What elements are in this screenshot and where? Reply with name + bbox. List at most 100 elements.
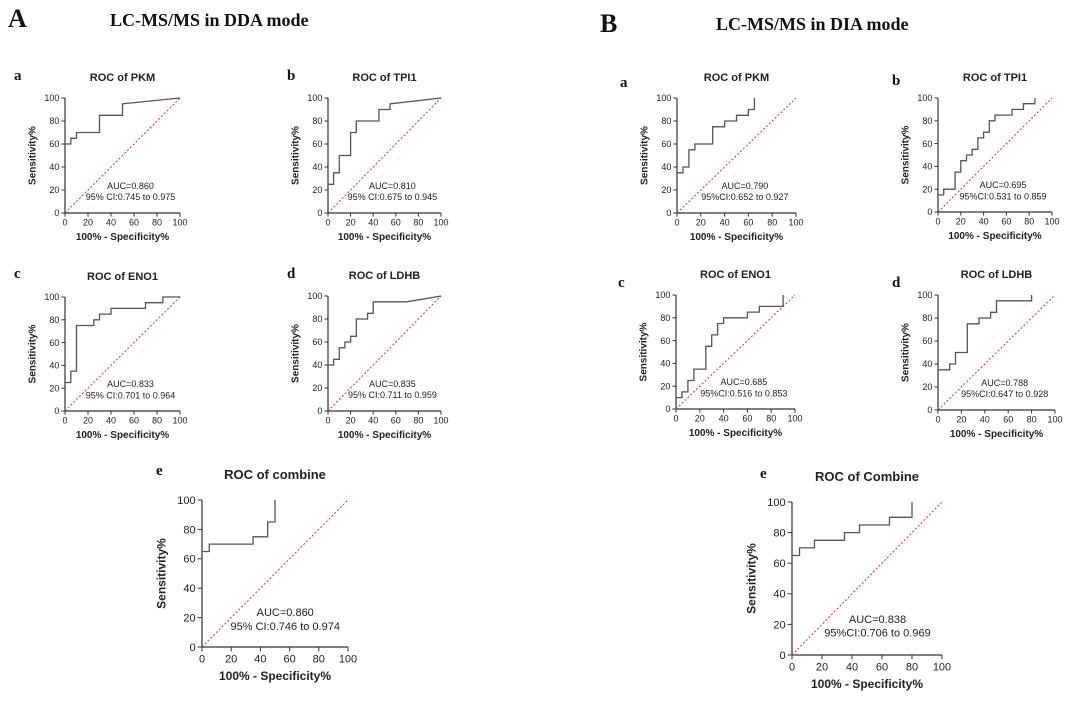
chart-0-roc-curve: [64, 97, 181, 213]
chart-9-y-tick-label: 0: [779, 650, 785, 662]
chart-0-y-axis-label: Sensitivity%: [27, 126, 38, 185]
chart-3-x-tick-label: 80: [413, 416, 423, 426]
chart-5-y-tick-label: 20: [661, 185, 671, 195]
subpanel-B-c-letter: c: [618, 275, 625, 291]
chart-8-auc-label: AUC=0.788: [981, 378, 1028, 388]
chart-3-ci-label: 95% CI:0.711 to 0.959: [348, 390, 437, 400]
chart-1-roc-curve: [327, 97, 442, 213]
chart-0-x-tick-label: 0: [62, 218, 67, 228]
chart-8-x-tick-label: 80: [1027, 415, 1037, 425]
subpanel-A-c-letter: c: [14, 266, 21, 282]
chart-7-x-axis-label: 100% - Specificity%: [689, 428, 782, 439]
subpanel-A-a-letter: a: [14, 68, 22, 84]
chart-4-x-tick-label: 40: [254, 653, 266, 665]
chart-9-roc-curve: [791, 502, 913, 655]
chart-5-x-axis-label: 100% - Specificity%: [690, 232, 783, 243]
panel-A-letter: A: [8, 4, 27, 33]
chart-7-y-tick-label: 0: [665, 404, 670, 414]
chart-5-y-tick-label: 0: [666, 208, 671, 218]
chart-1-x-tick-label: 60: [391, 218, 401, 228]
chart-4-x-tick-label: 0: [199, 653, 205, 665]
chart-4-y-axis-label: Sensitivity%: [155, 538, 169, 609]
chart-1-y-axis-label: Sensitivity%: [290, 126, 301, 185]
chart-6-x-tick-label: 60: [1001, 217, 1011, 227]
chart-4-roc-curve: [201, 500, 276, 647]
chart-7-y-axis-label: Sensitivity%: [638, 322, 649, 381]
chart-1-title: ROC of TPI1: [352, 72, 416, 84]
chart-9-x-tick-label: 40: [846, 661, 858, 673]
chart-8-x-tick-label: 100: [1047, 415, 1062, 425]
panel-B-letter: B: [600, 9, 618, 38]
chart-3-title: ROC of LDHB: [349, 270, 421, 282]
roc-chart-B-a-pkm: 00 20 20 40 40 60 60 80 80 100 100 100% - Specifici…: [639, 72, 803, 243]
chart-5-y-tick-label: 60: [661, 139, 671, 149]
chart-1-y-tick-label: 20: [312, 185, 322, 195]
chart-2-x-tick-label: 100: [172, 416, 187, 426]
chart-2-y-tick-label: 20: [49, 383, 59, 393]
chart-8-x-axis-label: 100% - Specificity%: [950, 429, 1043, 440]
chart-6-title: ROC of TPI1: [963, 72, 1027, 84]
chart-5-y-tick-label: 100: [656, 93, 671, 103]
roc-chart-B-e-combine: 00 20 20 40 40 60 60 80 80 100 100 100% - Specifici…: [745, 469, 951, 691]
chart-3-y-tick-label: 20: [312, 383, 322, 393]
chart-5-x-tick-label: 40: [720, 218, 730, 228]
chart-0-x-axis-label: 100% - Specificity%: [76, 232, 169, 243]
chart-7-auc-label: AUC=0.685: [720, 377, 767, 387]
chart-7-y-tick-label: 20: [660, 381, 670, 391]
chart-8-x-tick-label: 0: [935, 415, 940, 425]
chart-8-y-tick-label: 60: [922, 336, 932, 346]
subpanel-B-e-letter: e: [760, 466, 767, 482]
chart-7-title: ROC of ENO1: [700, 269, 771, 281]
chart-3-y-tick-label: 0: [317, 406, 322, 416]
chart-7-ci-label: 95%CI:0.516 to 0.853: [700, 388, 787, 398]
chart-6-y-tick-label: 0: [927, 207, 932, 217]
chart-6-x-tick-label: 80: [1024, 217, 1034, 227]
chart-1-y-tick-label: 60: [312, 139, 322, 149]
chart-8-y-axis-label: Sensitivity%: [900, 323, 911, 382]
chart-4-x-tick-label: 80: [313, 653, 325, 665]
chart-5-x-tick-label: 60: [743, 218, 753, 228]
chart-9-x-tick-label: 100: [933, 661, 951, 673]
chart-4-reference-diagonal: [201, 499, 349, 648]
chart-4-y-tick-label: 100: [177, 495, 195, 507]
chart-9-auc-label: AUC=0.838: [849, 614, 906, 626]
chart-2-y-axis-label: Sensitivity%: [27, 324, 38, 383]
chart-1-x-tick-label: 20: [346, 218, 356, 228]
chart-8-x-tick-label: 60: [1003, 415, 1013, 425]
chart-3-x-tick-label: 0: [325, 416, 330, 426]
chart-5-roc-curve: [676, 98, 756, 213]
chart-3-x-tick-label: 100: [433, 416, 448, 426]
chart-4-ci-label: 95% CI:0.746 to 0.974: [230, 621, 339, 633]
chart-8-y-tick-label: 80: [922, 313, 932, 323]
chart-8-x-tick-label: 20: [956, 415, 966, 425]
chart-1-ci-label: 95% CI:0.675 to 0.945: [348, 192, 438, 202]
chart-1-y-tick-label: 40: [312, 162, 322, 172]
chart-5-x-tick-label: 0: [674, 218, 679, 228]
chart-7-reference-diagonal: [675, 294, 796, 410]
chart-2-y-tick-label: 0: [54, 406, 59, 416]
chart-3-reference-diagonal: [327, 295, 442, 412]
chart-0-reference-diagonal: [64, 97, 181, 214]
chart-0-x-tick-label: 100: [172, 218, 187, 228]
chart-9-y-tick-label: 100: [767, 497, 785, 509]
chart-2-ci-label: 95% CI:0.701 to 0.964: [86, 390, 176, 400]
chart-2-x-axis-label: 100% - Specificity%: [76, 430, 169, 441]
panel-B-title: LC-MS/MS in DIA mode: [716, 14, 909, 34]
chart-9-y-tick-label: 20: [773, 619, 785, 631]
chart-2-y-tick-label: 60: [49, 338, 59, 348]
chart-3-y-tick-label: 60: [312, 337, 322, 347]
chart-0-x-tick-label: 60: [129, 218, 139, 228]
chart-7-roc-curve: [675, 295, 784, 409]
chart-0-x-tick-label: 40: [106, 218, 116, 228]
chart-5-reference-diagonal: [676, 97, 797, 214]
chart-3-y-axis-label: Sensitivity%: [290, 324, 301, 383]
chart-2-roc-curve: [64, 296, 180, 411]
chart-0-auc-label: AUC=0.860: [107, 181, 154, 191]
chart-4-y-tick-label: 60: [183, 554, 195, 566]
chart-5-x-tick-label: 100: [788, 218, 803, 228]
chart-7-x-tick-label: 100: [787, 414, 802, 424]
subpanel-A-e-letter: e: [156, 463, 163, 479]
chart-2-x-tick-label: 60: [129, 416, 139, 426]
chart-8-title: ROC of LDHB: [961, 269, 1033, 281]
chart-2-x-tick-label: 80: [152, 416, 162, 426]
